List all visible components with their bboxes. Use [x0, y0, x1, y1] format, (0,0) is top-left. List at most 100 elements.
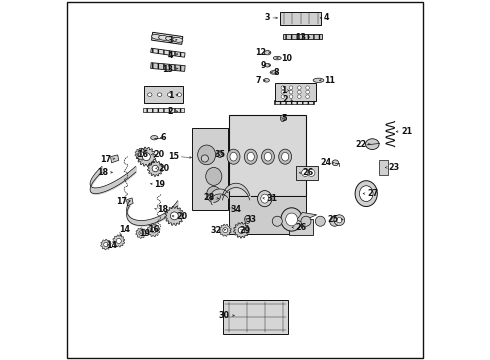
Text: 9: 9 — [261, 61, 267, 70]
Polygon shape — [151, 48, 185, 57]
Bar — [289, 219, 313, 235]
Ellipse shape — [223, 228, 228, 233]
Text: 18: 18 — [157, 205, 168, 214]
Text: 19: 19 — [139, 229, 150, 238]
Text: 18: 18 — [97, 168, 108, 177]
Ellipse shape — [238, 227, 245, 233]
Text: 4: 4 — [168, 51, 173, 60]
Text: 1: 1 — [281, 86, 286, 95]
Text: 29: 29 — [240, 226, 251, 235]
Ellipse shape — [306, 90, 309, 94]
Ellipse shape — [313, 78, 324, 82]
Ellipse shape — [139, 231, 143, 235]
Polygon shape — [113, 235, 125, 247]
Ellipse shape — [247, 152, 254, 161]
Text: 2: 2 — [168, 107, 173, 116]
Ellipse shape — [280, 115, 285, 122]
Ellipse shape — [359, 186, 373, 202]
Text: 26: 26 — [295, 223, 306, 232]
Ellipse shape — [308, 169, 315, 176]
Text: 2: 2 — [282, 95, 288, 104]
Ellipse shape — [289, 90, 293, 94]
Ellipse shape — [177, 93, 181, 96]
Ellipse shape — [297, 86, 301, 89]
Text: 3: 3 — [265, 13, 270, 22]
Ellipse shape — [286, 213, 297, 226]
Text: 13: 13 — [162, 65, 173, 74]
Text: 17: 17 — [116, 197, 126, 206]
Ellipse shape — [265, 63, 270, 67]
Polygon shape — [147, 161, 163, 176]
Ellipse shape — [332, 160, 339, 166]
Ellipse shape — [262, 149, 274, 164]
Text: 31: 31 — [267, 194, 277, 203]
Ellipse shape — [264, 78, 270, 82]
Bar — [229, 116, 306, 196]
Ellipse shape — [217, 151, 223, 157]
Ellipse shape — [366, 139, 379, 149]
Ellipse shape — [197, 145, 216, 165]
Ellipse shape — [159, 35, 169, 40]
Ellipse shape — [207, 186, 221, 202]
Bar — [280, 12, 321, 26]
Bar — [192, 128, 228, 211]
Ellipse shape — [116, 238, 122, 243]
Text: 17: 17 — [100, 155, 111, 164]
Ellipse shape — [143, 153, 150, 161]
Ellipse shape — [273, 56, 281, 60]
Ellipse shape — [245, 149, 257, 164]
Ellipse shape — [265, 152, 271, 161]
Text: 22: 22 — [356, 140, 367, 149]
Polygon shape — [151, 63, 185, 71]
Polygon shape — [126, 198, 133, 206]
Text: 7: 7 — [256, 76, 261, 85]
Ellipse shape — [302, 169, 309, 176]
Polygon shape — [135, 148, 147, 160]
Ellipse shape — [261, 194, 269, 203]
Ellipse shape — [104, 242, 108, 247]
Ellipse shape — [289, 86, 293, 89]
Text: 26: 26 — [302, 168, 314, 177]
Ellipse shape — [151, 35, 162, 39]
Ellipse shape — [201, 155, 208, 162]
Ellipse shape — [265, 50, 271, 55]
Ellipse shape — [334, 215, 344, 226]
Ellipse shape — [281, 86, 285, 89]
Text: 13: 13 — [295, 33, 306, 42]
Polygon shape — [111, 155, 119, 163]
Ellipse shape — [157, 93, 162, 96]
Ellipse shape — [168, 93, 172, 96]
Text: 20: 20 — [153, 150, 165, 159]
Ellipse shape — [306, 86, 309, 89]
Bar — [379, 160, 388, 175]
Polygon shape — [136, 228, 146, 238]
Ellipse shape — [297, 90, 301, 94]
Ellipse shape — [227, 149, 240, 164]
Ellipse shape — [272, 216, 282, 226]
Text: 24: 24 — [320, 158, 331, 167]
Text: 16: 16 — [148, 225, 159, 234]
Text: 34: 34 — [231, 205, 242, 214]
Ellipse shape — [258, 190, 272, 207]
Ellipse shape — [151, 228, 156, 233]
Text: 19: 19 — [155, 180, 166, 189]
Ellipse shape — [166, 36, 176, 41]
Text: 35: 35 — [214, 150, 225, 159]
Text: 32: 32 — [211, 226, 221, 235]
Text: 8: 8 — [274, 68, 279, 77]
Text: 3: 3 — [168, 36, 173, 45]
Ellipse shape — [330, 216, 340, 226]
Text: 23: 23 — [389, 163, 399, 172]
Ellipse shape — [289, 95, 293, 98]
Ellipse shape — [147, 93, 152, 96]
Ellipse shape — [337, 217, 342, 223]
Ellipse shape — [152, 165, 159, 172]
Ellipse shape — [245, 216, 250, 224]
Ellipse shape — [139, 152, 144, 157]
Polygon shape — [147, 224, 160, 237]
Text: 28: 28 — [203, 193, 215, 202]
Ellipse shape — [270, 71, 277, 74]
Text: 6: 6 — [161, 133, 166, 142]
Ellipse shape — [355, 181, 377, 207]
Polygon shape — [144, 86, 183, 103]
